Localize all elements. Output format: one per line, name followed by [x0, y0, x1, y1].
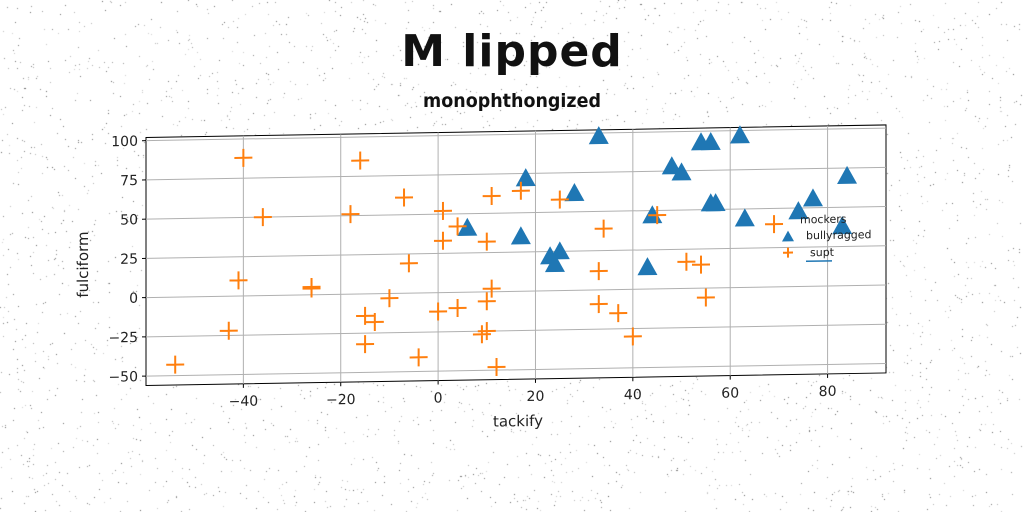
series-supt	[166, 148, 784, 377]
plus-point	[511, 181, 530, 200]
plus-point	[482, 279, 501, 298]
y-tick-label: 25	[120, 252, 138, 268]
triangle-point	[837, 165, 858, 184]
plus-point	[648, 206, 667, 225]
plus-point	[365, 312, 384, 331]
triangle-point	[515, 168, 536, 187]
plus-point	[395, 188, 414, 207]
y-grid-line	[146, 245, 886, 259]
legend-label-bullyragged: bullyragged	[806, 228, 872, 242]
plus-point	[219, 321, 238, 340]
x-tick-label: 80	[819, 384, 837, 400]
plus-point	[472, 325, 491, 344]
y-axis-label: fulciform	[74, 231, 92, 298]
triangle-point	[637, 257, 658, 276]
series-bullyragged	[457, 125, 858, 276]
plus-point	[765, 215, 784, 234]
chart-subtitle: monophthongized	[423, 90, 601, 112]
triangle-point	[788, 201, 809, 220]
y-tick-label: 0	[129, 291, 138, 307]
triangle-point	[544, 253, 565, 273]
triangle-point	[661, 156, 682, 175]
x-tick-label: −40	[229, 394, 259, 411]
plus-point	[433, 231, 452, 250]
plot-frame	[145, 124, 887, 387]
y-tick-label: −25	[108, 330, 138, 347]
plus-point	[448, 217, 467, 236]
y-grid-line	[146, 166, 886, 181]
triangle-point	[588, 126, 609, 145]
plus-point	[623, 327, 642, 346]
plus-point	[380, 289, 399, 308]
plus-point	[351, 151, 370, 170]
plus-point	[429, 302, 448, 321]
triangle-point	[510, 226, 531, 245]
plus-point	[341, 205, 360, 224]
triangle-point	[832, 216, 853, 235]
x-tick-label: 60	[721, 385, 739, 401]
triangle-point	[734, 208, 755, 227]
triangle-point	[457, 217, 478, 236]
plus-point	[234, 148, 253, 167]
y-tick-label: 50	[120, 212, 138, 228]
legend: mockers bullyragged supt	[782, 213, 872, 263]
legend-marker-supt	[783, 247, 793, 258]
y-grid-line	[146, 323, 886, 338]
plus-point	[302, 279, 321, 298]
plus-point	[550, 190, 569, 209]
tick-labels: −40 −20 0 20 40 60 80 −50 −25 0 25 50 75 100	[108, 134, 837, 411]
plus-point	[477, 322, 496, 341]
chart-title: M lipped	[401, 26, 623, 77]
x-tick-label: 0	[434, 390, 443, 406]
plus-point	[253, 208, 272, 227]
legend-marker-bullyragged	[782, 230, 794, 242]
plus-point	[399, 254, 418, 273]
plus-point	[696, 288, 715, 307]
triangle-point	[705, 193, 726, 212]
plus-point	[477, 232, 496, 251]
x-axis-label: tackify	[493, 412, 543, 431]
x-tick-label: 20	[527, 389, 545, 405]
plus-point	[409, 348, 428, 367]
plus-point	[589, 295, 608, 314]
plus-point	[677, 252, 696, 271]
y-grid-line	[146, 284, 886, 299]
plus-point	[589, 262, 608, 281]
triangle-point	[802, 188, 823, 207]
triangle-point	[671, 162, 692, 181]
series-layer	[166, 125, 858, 377]
plus-point	[692, 255, 710, 274]
legend-title: mockers	[800, 213, 847, 227]
y-tick-label: −50	[108, 369, 138, 386]
plus-point	[229, 271, 248, 290]
triangle-point	[700, 132, 721, 151]
legend-label-supt: supt	[810, 246, 835, 259]
plus-point	[609, 304, 628, 323]
y-grid-line	[146, 363, 886, 377]
plus-point	[356, 306, 375, 325]
y-tick-label: 100	[111, 134, 138, 150]
plus-point	[594, 219, 613, 238]
grid	[142, 125, 886, 388]
plus-point	[433, 201, 452, 220]
plus-point	[487, 357, 506, 377]
y-tick-label: 75	[120, 173, 138, 189]
plus-point	[356, 335, 375, 354]
triangle-point	[729, 125, 750, 144]
x-tick-label: 40	[624, 387, 642, 403]
triangle-point	[564, 183, 585, 202]
plus-point	[166, 355, 185, 374]
x-tick-label: −20	[326, 392, 356, 409]
y-grid-line	[146, 127, 886, 142]
plus-point	[448, 299, 467, 318]
plus-point	[482, 186, 501, 206]
plus-point	[477, 292, 496, 311]
